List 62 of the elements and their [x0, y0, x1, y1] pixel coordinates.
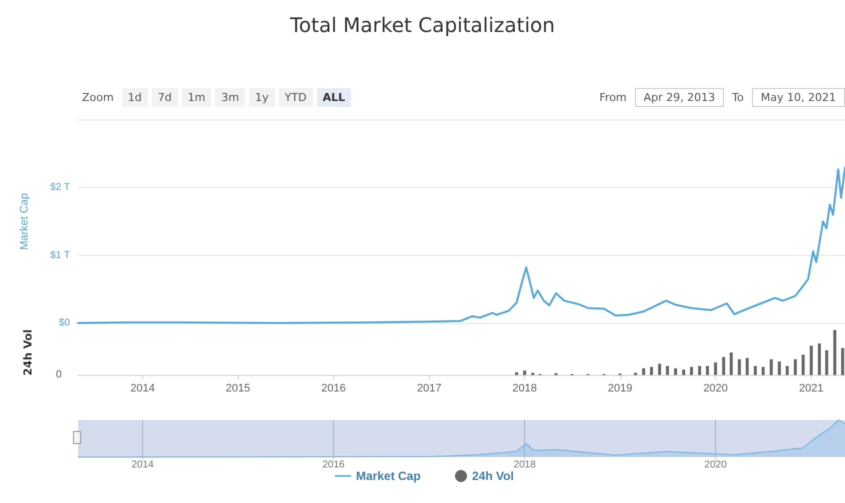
- legend-label: 24h Vol: [472, 469, 514, 483]
- text: Apr 29, 2013: [634, 88, 724, 107]
- x-tick-label: 2018: [512, 382, 537, 394]
- x-tick-label: 2015: [226, 382, 250, 394]
- bar: [706, 366, 709, 375]
- bar: [786, 366, 789, 375]
- bar: [658, 364, 662, 375]
- text: 1y: [249, 88, 275, 107]
- text: 0: [56, 370, 62, 380]
- y-tick-label: $1 T: [50, 250, 70, 261]
- x-tick-label: 2018: [514, 460, 536, 470]
- bar: [682, 370, 686, 375]
- bar: [738, 359, 741, 375]
- x-tick-label: 2020: [703, 382, 728, 394]
- bar: [841, 348, 844, 375]
- bar: [770, 359, 773, 375]
- bar: [794, 359, 797, 375]
- y-tick-label: $2 T: [50, 182, 70, 194]
- bar: [810, 346, 813, 375]
- bar: [650, 366, 653, 375]
- text: Zoom: [81, 90, 115, 106]
- x-tick-label: 2021: [799, 382, 824, 394]
- y-tick-label: $0: [58, 318, 70, 328]
- bar: [698, 366, 702, 375]
- bar: [666, 366, 669, 375]
- x-tick-label: 2016: [321, 382, 346, 394]
- text: 3m: [215, 88, 246, 107]
- x-tick-label: 2019: [608, 382, 632, 394]
- bar: [746, 358, 749, 375]
- bar: [818, 344, 821, 375]
- text: 1m: [182, 88, 212, 107]
- bar: [523, 370, 526, 375]
- text: 7d: [152, 88, 178, 107]
- text: ALL: [316, 88, 352, 107]
- x-tick-label: 2020: [704, 460, 728, 470]
- text: 1d: [122, 88, 148, 107]
- x-tick-label: 2017: [416, 382, 442, 394]
- bar: [802, 354, 805, 375]
- bar: [714, 362, 718, 375]
- bar: [754, 366, 757, 375]
- y-axis-title: Market Cap: [18, 193, 30, 250]
- y-axis-title: 24h Vol: [22, 329, 34, 376]
- bar: [690, 366, 693, 375]
- bar: [833, 330, 836, 375]
- bar: [730, 352, 733, 375]
- bar: [642, 368, 646, 375]
- bar: [762, 366, 765, 375]
- text: From: [598, 90, 628, 106]
- bar: [825, 350, 828, 375]
- line-series: [77, 166, 845, 324]
- bar: [674, 368, 678, 375]
- text: May 10, 2021: [752, 88, 845, 107]
- text: To: [731, 90, 745, 106]
- text: YTD: [278, 88, 313, 107]
- bar: [515, 372, 518, 375]
- chart-title: Total Market Capitalization: [289, 13, 555, 37]
- x-tick-label: 2014: [131, 460, 154, 470]
- x-tick-label: 2016: [322, 460, 346, 470]
- bar: [722, 357, 726, 375]
- bar: [778, 362, 781, 375]
- x-tick-label: 2014: [130, 382, 155, 394]
- legend-label: Market Cap: [356, 469, 421, 483]
